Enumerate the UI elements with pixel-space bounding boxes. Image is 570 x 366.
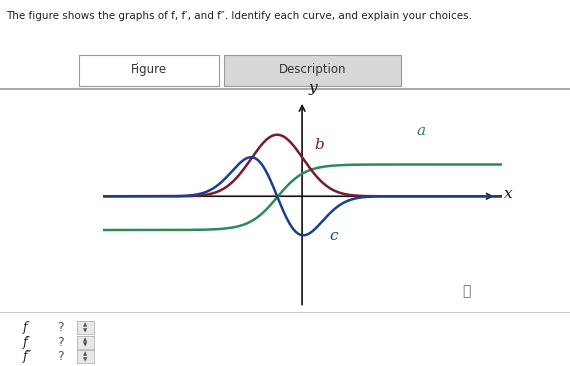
Text: The figure shows the graphs of f, f′, and f″. Identify each curve, and explain y: The figure shows the graphs of f, f′, an… [6,11,472,21]
Text: y: y [308,81,317,95]
Text: x: x [504,187,513,201]
Text: ⓘ: ⓘ [462,284,471,299]
Text: c: c [329,229,338,243]
Text: ▲: ▲ [83,352,88,357]
Text: ▲: ▲ [83,337,88,342]
Text: b: b [315,138,324,152]
Text: a: a [417,124,426,138]
Text: ▲: ▲ [83,322,88,328]
Text: f: f [23,321,27,334]
Text: ▼: ▼ [83,328,88,333]
Text: ?: ? [57,321,64,334]
FancyBboxPatch shape [223,55,401,86]
Text: Figure: Figure [131,63,167,76]
Text: ▼: ▼ [83,357,88,362]
Text: f′: f′ [23,336,30,349]
Text: f″: f″ [23,350,32,363]
FancyBboxPatch shape [79,55,219,86]
Text: ?: ? [57,350,64,363]
Text: ?: ? [57,336,64,349]
Text: ▼: ▼ [83,343,88,348]
Text: Description: Description [279,63,346,76]
